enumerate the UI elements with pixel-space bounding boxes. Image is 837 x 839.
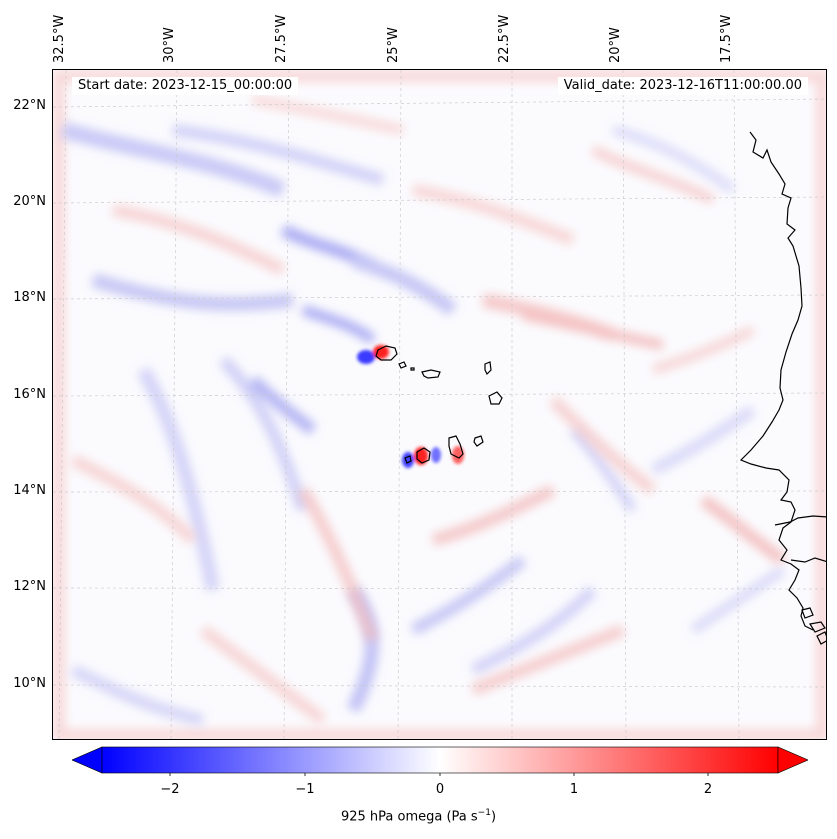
meridian-25w <box>397 70 402 739</box>
cb-tick-label-0: 0 <box>435 782 445 797</box>
coast-inlet-2 <box>790 557 826 563</box>
valid-date-label: Valid_date: 2023-12-16T11:00:00.00 <box>557 77 808 95</box>
start-date-label: Start date: 2023-12-15_00:00:00 <box>72 77 299 95</box>
coastlines <box>375 131 826 645</box>
lon-label-17-5w: 17.5°W <box>719 14 734 63</box>
omega-positive-streaks <box>70 95 787 725</box>
lat-label-18n: 18°N <box>13 290 46 305</box>
lon-label-25w: 25°W <box>386 27 401 63</box>
colorbar-label: 925 hPa omega (Pa s−1) <box>0 808 837 824</box>
dipole-fogo-blue <box>431 447 441 463</box>
dipole-brava-blue <box>402 452 414 468</box>
colorbar <box>72 746 808 776</box>
lon-label-32-5w: 32.5°W <box>52 14 67 63</box>
island-santiago <box>448 435 464 459</box>
lon-label-22-5w: 22.5°W <box>497 14 512 63</box>
dipole-santo-antao-blue <box>357 350 375 364</box>
lat-label-12n: 12°N <box>13 579 46 594</box>
colorbar-label-text: 925 hPa omega (Pa s <box>340 809 478 825</box>
island-dipoles <box>357 345 464 468</box>
meridian-30w <box>170 70 178 739</box>
colorbar-label-suffix: ) <box>490 809 497 825</box>
lat-label-22n: 22°N <box>13 98 46 113</box>
africa-coastline <box>739 131 814 631</box>
coast-inlet-1 <box>774 515 826 526</box>
colorbar-label-exponent: −1 <box>477 808 491 818</box>
lat-label-16n: 16°N <box>13 387 46 402</box>
lat-label-20n: 20°N <box>13 194 46 209</box>
lat-label-10n: 10°N <box>13 676 46 691</box>
colorbar-gradient <box>101 746 779 774</box>
island-fogo <box>416 447 431 464</box>
lon-label-20w: 20°W <box>608 27 623 63</box>
cb-tick-label-2: 2 <box>703 782 713 797</box>
bijagos-island-1 <box>801 607 814 619</box>
island-sao-nicolau <box>421 369 441 379</box>
cb-tick-label-1: 1 <box>569 782 579 797</box>
gridlines <box>53 70 826 739</box>
island-maio <box>473 435 484 447</box>
domain-boundary-zone <box>53 70 826 739</box>
meridian-17-5w <box>733 70 740 739</box>
meridian-27-5w <box>283 70 290 739</box>
colorbar-extend-low <box>72 746 103 774</box>
island-santa-luzia <box>410 367 415 371</box>
island-santo-antao <box>375 345 398 361</box>
island-boa-vista <box>488 391 503 405</box>
dipole-santiago-red <box>452 446 464 464</box>
dipole-santo-antao-red <box>373 345 389 359</box>
lat-label-14n: 14°N <box>13 483 46 498</box>
map-panel <box>52 69 827 740</box>
colorbar-tick-marks <box>169 773 709 776</box>
omega-negative-streaks <box>60 122 786 726</box>
island-brava <box>404 455 412 464</box>
colorbar-extend-high <box>777 746 808 774</box>
cb-tick-label-m2: −2 <box>160 782 180 797</box>
omega-field-map <box>53 70 826 739</box>
bijagos-island-2 <box>809 621 826 633</box>
bijagos-island-3 <box>816 631 826 645</box>
lon-label-27-5w: 27.5°W <box>274 14 289 63</box>
cb-tick-label-m1: −1 <box>295 782 315 797</box>
island-sao-vicente <box>398 361 407 369</box>
island-sal <box>484 361 492 376</box>
meridian-20w <box>622 70 627 739</box>
lon-label-30w: 30°W <box>162 27 177 63</box>
meridian-32-5w <box>58 70 67 739</box>
